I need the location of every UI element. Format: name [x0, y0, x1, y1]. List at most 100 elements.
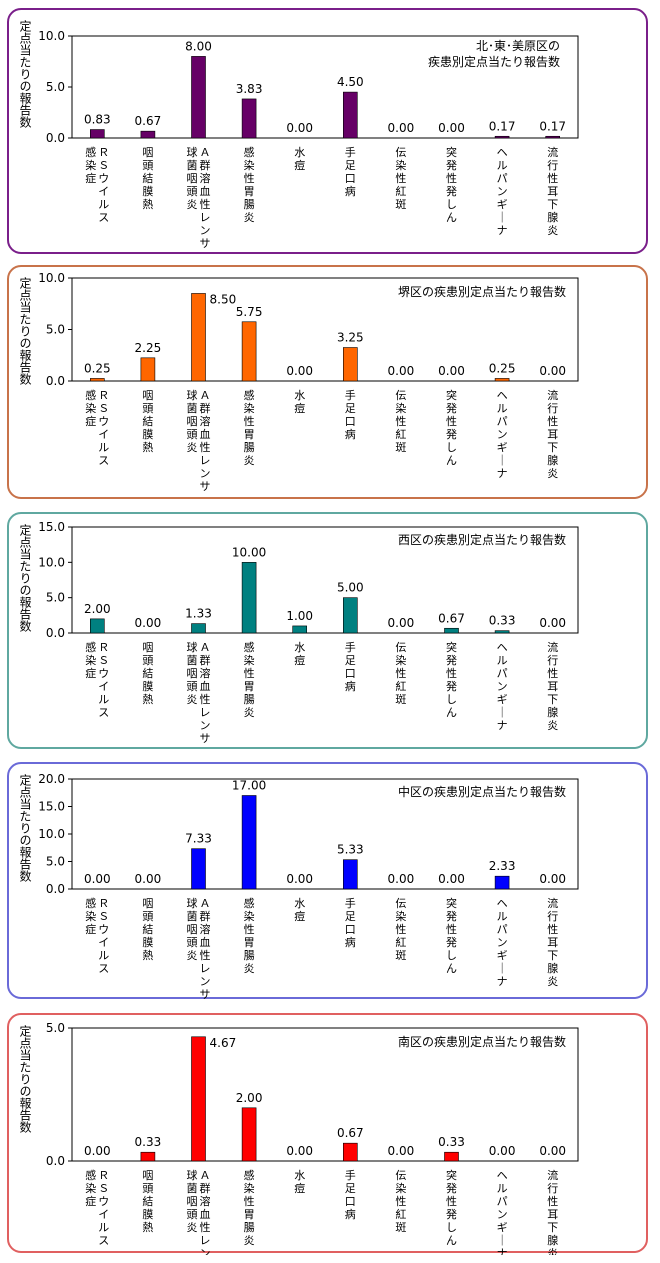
category-label: 性: [547, 666, 558, 680]
data-label: 3.83: [236, 82, 263, 96]
category-label: 腸: [244, 693, 255, 706]
y-tick-label: 0.0: [46, 626, 65, 640]
category-label: 炎: [244, 706, 255, 719]
y-axis-label: 定点当たりの報告数: [18, 774, 32, 882]
category-label: 頭: [187, 185, 198, 198]
y-tick-label: 10.0: [38, 271, 65, 285]
category-label: 水: [294, 389, 305, 402]
category-label: 性: [446, 1194, 457, 1208]
category-label: ル: [497, 654, 508, 667]
category-label: 染: [395, 909, 406, 923]
category-label: ス: [98, 706, 109, 719]
data-label: 0.33: [438, 1135, 465, 1149]
category-label: 結: [142, 922, 153, 936]
category-label: 腺: [547, 705, 558, 719]
bar: [191, 293, 206, 382]
category-label: 行: [547, 159, 558, 172]
category-label: 感: [85, 897, 96, 910]
bar: [241, 1107, 257, 1162]
category-label: 染: [395, 653, 406, 667]
category-label: 症: [85, 1194, 96, 1208]
category-label: ん: [446, 1234, 457, 1247]
category-label: パ: [497, 923, 508, 936]
data-label: 0.00: [539, 616, 566, 630]
category-label: イ: [98, 936, 109, 949]
category-label: 症: [85, 666, 96, 680]
data-label: 0.00: [286, 1144, 313, 1158]
category-label: Ｒ: [98, 146, 109, 159]
category-label: 胃: [244, 428, 255, 441]
bar: [241, 321, 257, 382]
category-label: 斑: [395, 949, 406, 962]
category-label: 結: [142, 1194, 153, 1208]
data-label: 0.33: [135, 1135, 162, 1149]
bar-chart: 0.05.0南区の疾患別定点当たり報告数0.00ＲＳウイルス感染症0.33咽頭結…: [46, 1021, 579, 1255]
category-label: 口: [345, 415, 356, 428]
category-label: 水: [294, 146, 305, 159]
category-label: 病: [345, 935, 356, 949]
category-label: 炎: [187, 198, 198, 211]
category-label: 下: [547, 693, 558, 706]
y-tick-label: 10.0: [38, 29, 65, 43]
category-label: 発: [446, 1207, 457, 1221]
chart-panel-4: 定点当たりの報告数 0.0 5.0 10.0 15.0 20.0 中区の疾患別定点当たり報告…: [7, 762, 648, 1001]
category-label: 手: [345, 388, 356, 402]
category-label: 頭: [142, 1182, 153, 1195]
data-label: 7.33: [185, 832, 212, 846]
category-label: 染: [244, 158, 255, 172]
category-label: 感: [244, 146, 255, 159]
category-label: 突: [446, 388, 457, 402]
category-label: 突: [446, 896, 457, 910]
category-label: ル: [98, 1221, 109, 1234]
category-label: ギ: [497, 198, 508, 211]
category-label: 水: [294, 641, 305, 654]
y-axis-label: 定点当たりの報告数: [18, 1025, 32, 1133]
category-label: 感: [244, 389, 255, 402]
category-label: 染: [85, 1181, 96, 1195]
category-label: 染: [244, 909, 255, 923]
bar: [444, 1151, 459, 1162]
data-label: 0.00: [388, 1144, 415, 1158]
bar: [342, 859, 358, 890]
category-label: 性: [547, 171, 558, 185]
category-label: 腸: [244, 949, 255, 962]
category-label: 菌: [187, 159, 198, 172]
category-label: Ｓ: [98, 910, 109, 923]
category-label: ナ: [497, 719, 508, 732]
category-label: 咽: [142, 146, 153, 159]
data-label: 0.67: [135, 114, 162, 128]
category-label: パ: [497, 667, 508, 680]
category-label: 病: [345, 679, 356, 693]
category-label: 発: [446, 427, 457, 441]
category-label: Ｒ: [98, 897, 109, 910]
data-label: 0.17: [539, 119, 566, 133]
category-label: Ｓ: [98, 402, 109, 415]
category-label: ル: [497, 1182, 508, 1195]
bar: [342, 347, 358, 382]
data-label: 0.00: [489, 1144, 516, 1158]
category-label: 発: [446, 909, 457, 923]
category-label: 斑: [395, 441, 406, 454]
category-label: ｜: [497, 706, 508, 719]
category-label: 流: [547, 896, 558, 910]
category-label: 痘: [294, 401, 305, 415]
category-label: ン: [200, 467, 211, 480]
category-label: 口: [345, 1195, 356, 1208]
data-label: 0.00: [388, 616, 415, 630]
chart-title: 南区の疾患別定点当たり報告数: [398, 1034, 566, 1049]
category-label: 病: [345, 427, 356, 441]
category-label: ヘ: [497, 897, 508, 910]
category-label: ギ: [497, 1221, 508, 1234]
category-label: ウ: [98, 172, 109, 185]
data-label: 0.00: [84, 872, 111, 886]
category-label: ン: [200, 1247, 211, 1255]
bar: [140, 130, 156, 139]
plot-area: [71, 526, 579, 634]
category-label: 咽: [187, 667, 198, 680]
category-label: サ: [200, 480, 211, 493]
category-label: 性: [547, 414, 558, 428]
category-label: 染: [85, 401, 96, 415]
data-label: 8.50: [210, 292, 237, 306]
data-label: 4.67: [210, 1036, 237, 1050]
category-label: 手: [345, 145, 356, 159]
